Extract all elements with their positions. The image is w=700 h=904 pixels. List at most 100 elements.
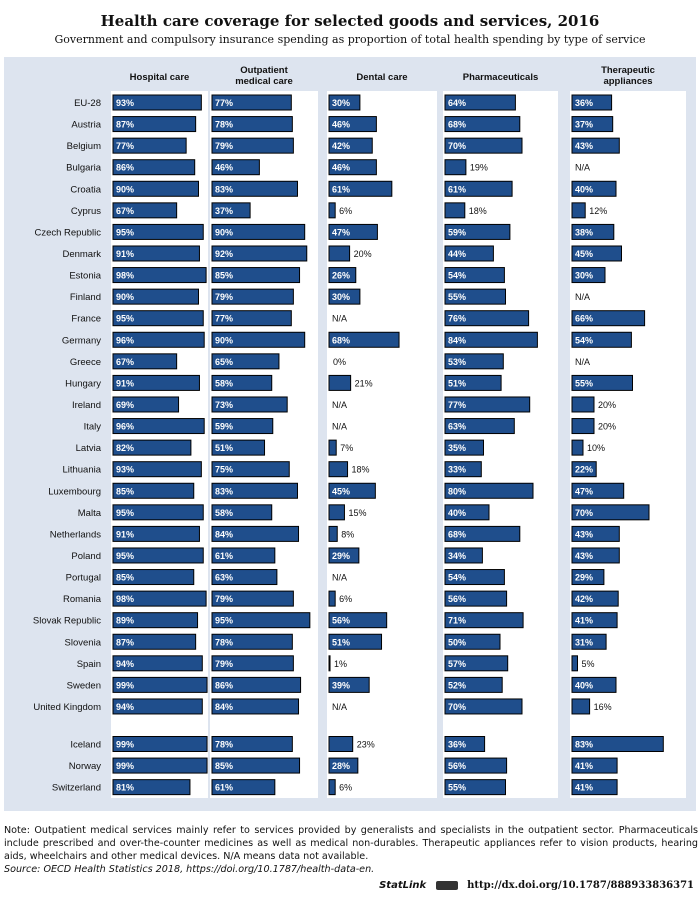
data-label: 90% <box>116 292 134 302</box>
bar <box>211 137 294 154</box>
bar <box>571 137 620 154</box>
bar <box>328 482 376 499</box>
data-label: 54% <box>448 271 466 281</box>
bar <box>211 757 301 774</box>
bar <box>571 331 632 348</box>
category-label: United Kingdom <box>33 702 101 713</box>
data-label: 6% <box>339 594 352 604</box>
data-label: 90% <box>215 335 233 345</box>
data-label: 10% <box>587 443 605 453</box>
bar <box>571 525 620 542</box>
bar <box>112 757 208 774</box>
data-label: 40% <box>575 680 593 690</box>
category-label: Italy <box>84 422 102 433</box>
data-label: 47% <box>575 486 593 496</box>
data-label: 45% <box>575 249 593 259</box>
bar <box>571 736 664 752</box>
bar <box>112 137 187 154</box>
bar <box>444 180 513 197</box>
bar <box>444 590 508 607</box>
data-label: 40% <box>575 184 593 194</box>
bar <box>444 267 505 284</box>
data-label: 67% <box>116 206 134 216</box>
na-label: N/A <box>575 292 590 302</box>
bar <box>328 116 377 133</box>
bar <box>444 202 466 219</box>
data-label: 91% <box>116 378 134 388</box>
bar <box>211 245 308 262</box>
data-label: 43% <box>575 141 593 151</box>
bar <box>112 331 205 348</box>
data-label: 77% <box>448 400 466 410</box>
bar <box>112 288 199 305</box>
na-label: N/A <box>332 702 347 712</box>
data-label: 65% <box>215 357 233 367</box>
data-label: 96% <box>116 335 134 345</box>
bar <box>211 547 276 564</box>
bar <box>444 612 524 629</box>
data-label: 69% <box>116 400 134 410</box>
data-label: 33% <box>448 465 466 475</box>
bar <box>444 439 484 456</box>
bar <box>444 374 502 391</box>
data-label: 98% <box>116 594 134 604</box>
data-label: 20% <box>354 249 372 259</box>
bar <box>211 396 288 413</box>
data-label: 93% <box>116 98 134 108</box>
bar <box>211 676 302 693</box>
data-label: 41% <box>575 761 593 771</box>
bar <box>328 180 393 197</box>
bar <box>571 418 595 435</box>
statlink-url[interactable]: http://dx.doi.org/10.1787/888933836371 <box>467 880 694 891</box>
category-label: Poland <box>71 551 101 562</box>
data-label: 43% <box>575 529 593 539</box>
data-label: 95% <box>215 616 233 626</box>
data-label: 79% <box>215 594 233 604</box>
category-label: EU-28 <box>74 98 101 109</box>
bar <box>211 331 306 348</box>
bar <box>328 159 377 176</box>
bar <box>211 655 294 672</box>
bar <box>112 439 192 456</box>
data-label: 12% <box>589 206 607 216</box>
data-label: 29% <box>575 573 593 583</box>
category-label: Netherlands <box>50 529 101 540</box>
bar <box>112 267 207 284</box>
category-label: Romania <box>63 594 102 605</box>
data-label: 98% <box>116 271 134 281</box>
bar <box>571 94 613 111</box>
bar <box>444 418 515 435</box>
bar <box>328 288 361 305</box>
bar <box>328 137 373 154</box>
data-label: 68% <box>448 529 466 539</box>
bar <box>328 94 361 111</box>
bar <box>444 525 521 542</box>
data-label: 41% <box>575 616 593 626</box>
data-label: 64% <box>448 98 466 108</box>
bar <box>112 590 207 607</box>
data-label: 30% <box>332 98 350 108</box>
data-label: 99% <box>116 740 134 750</box>
category-label: Belgium <box>67 141 101 152</box>
statlink[interactable]: StatLink http://dx.doi.org/10.1787/88893… <box>379 880 694 891</box>
bar <box>444 504 490 521</box>
category-label: Slovak Republic <box>33 616 101 627</box>
bar <box>211 612 311 629</box>
bar <box>112 569 195 586</box>
bar <box>571 569 605 586</box>
data-label: 26% <box>332 271 350 281</box>
data-label: 95% <box>116 551 134 561</box>
bar <box>211 525 300 542</box>
data-label: 89% <box>116 616 134 626</box>
bar <box>328 331 400 348</box>
bar <box>112 698 203 715</box>
bar <box>211 353 280 370</box>
data-label: 58% <box>215 378 233 388</box>
category-label: Estonia <box>69 271 101 282</box>
data-label: 0% <box>333 357 346 367</box>
data-label: 6% <box>339 206 352 216</box>
bar <box>571 655 578 672</box>
data-label: 56% <box>448 594 466 604</box>
bar <box>328 612 388 629</box>
data-label: 56% <box>448 761 466 771</box>
